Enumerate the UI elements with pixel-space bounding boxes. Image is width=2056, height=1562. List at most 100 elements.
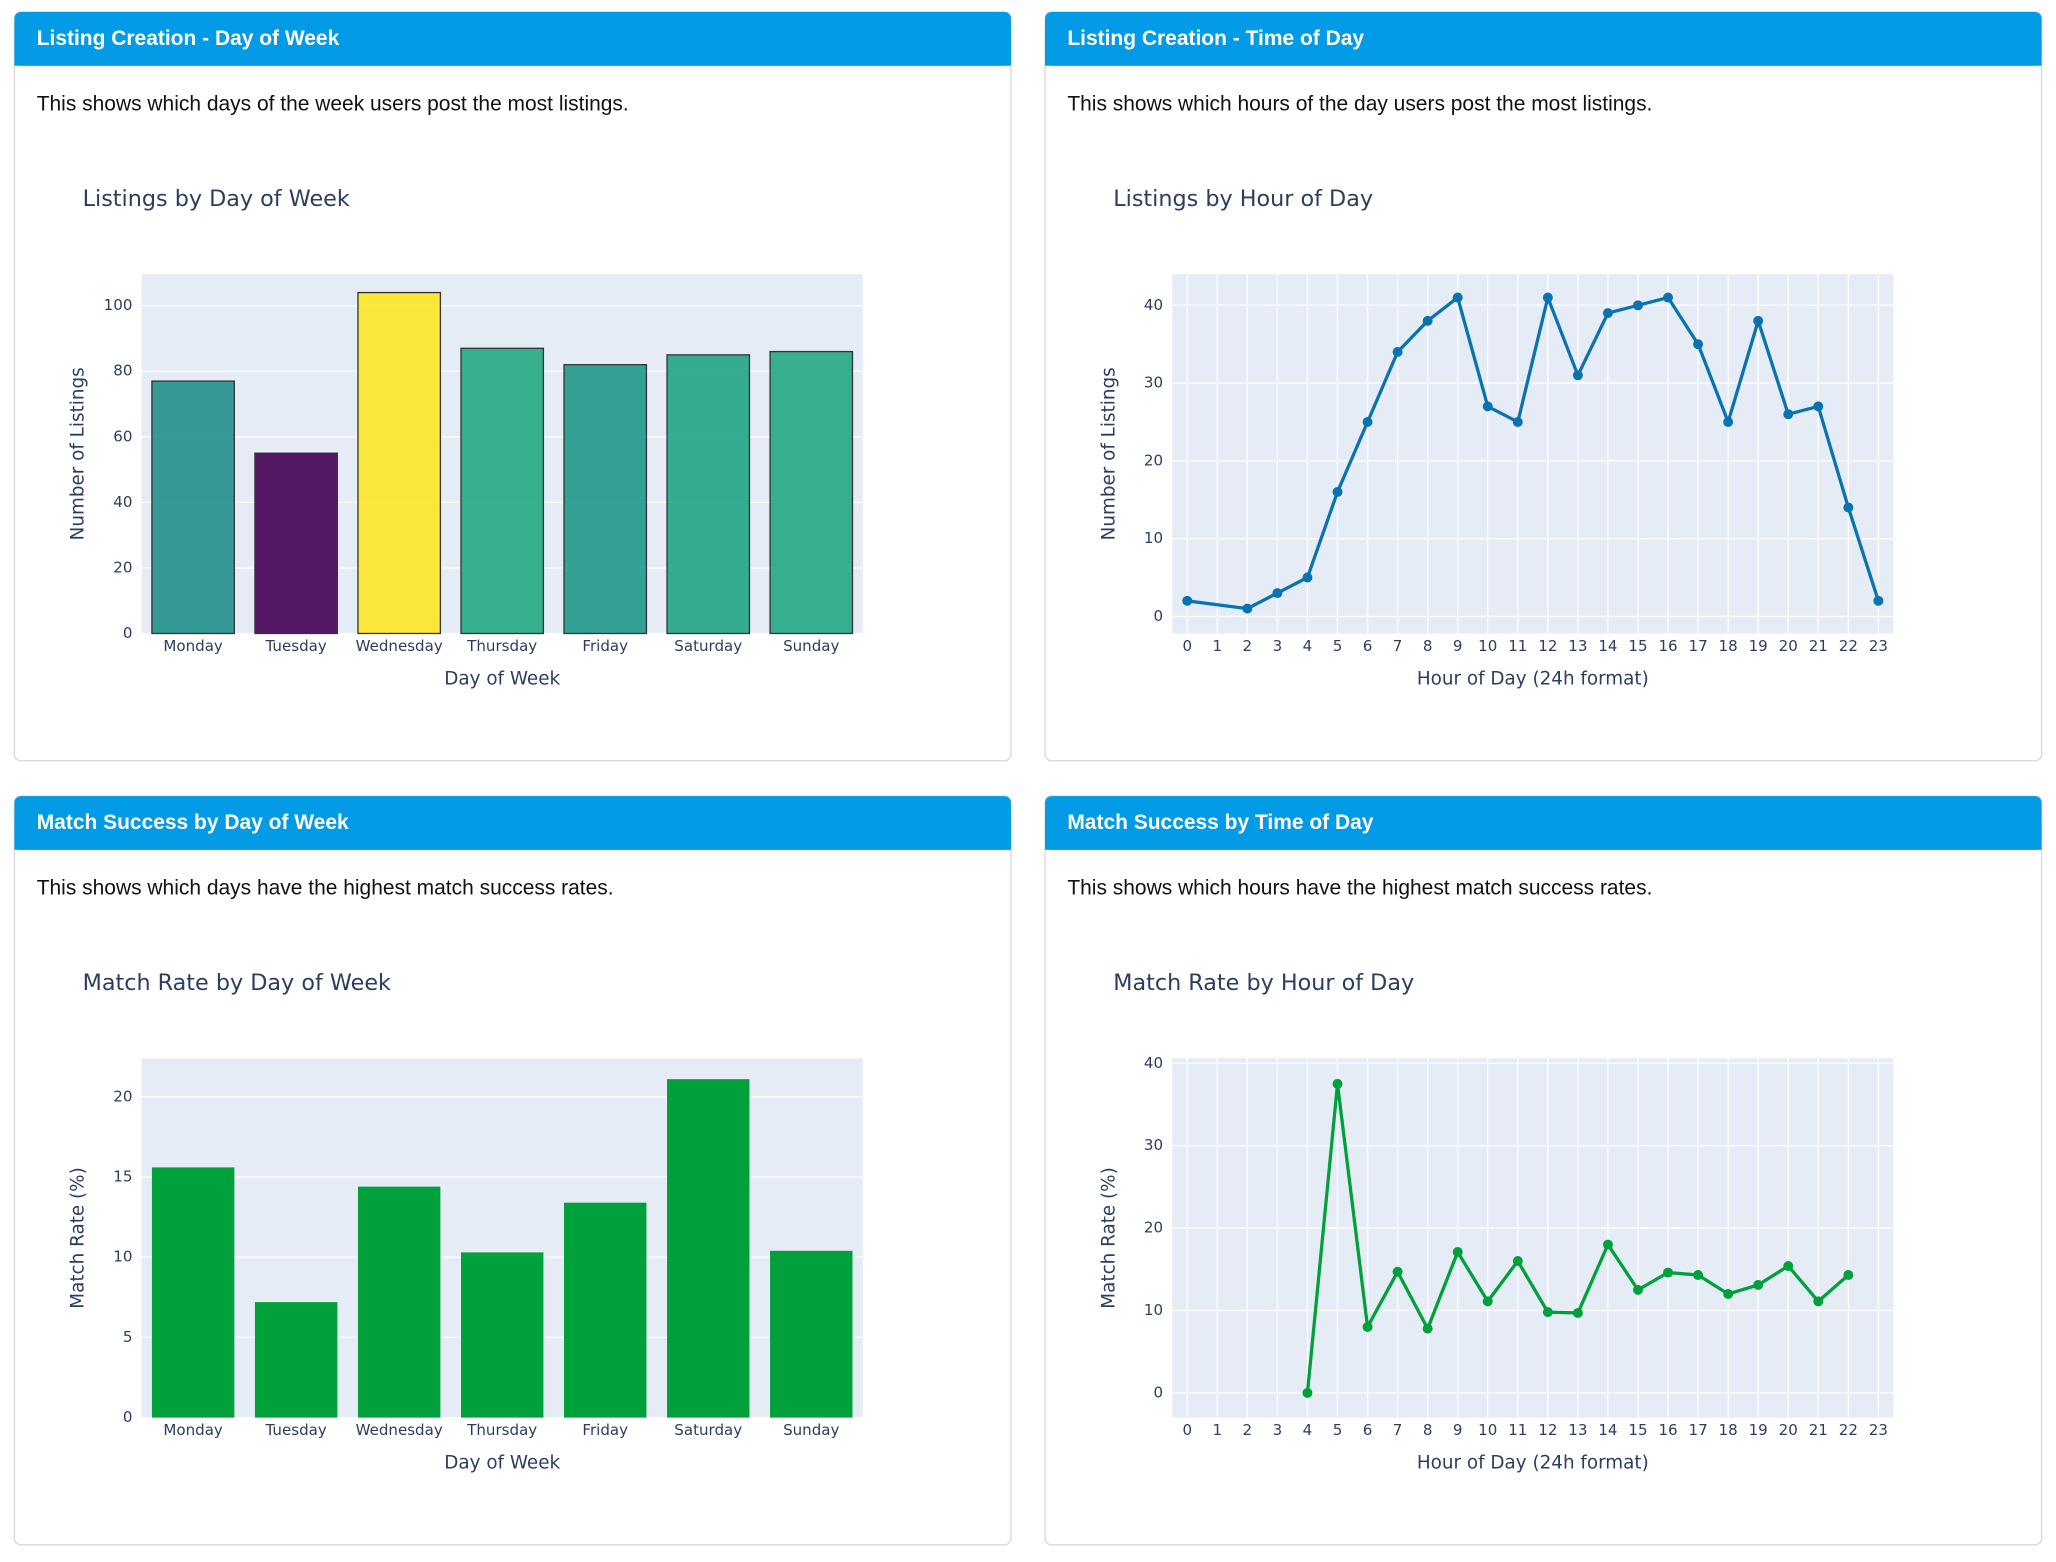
bar (357, 1186, 441, 1418)
x-tick-label: 8 (1423, 1421, 1433, 1439)
point (1302, 1387, 1313, 1398)
x-tick-label: 2 (1243, 637, 1253, 655)
panel-header: Match Success by Day of Week (37, 811, 349, 834)
x-tick-label: 5 (1333, 637, 1343, 655)
x-tick-label: 17 (1689, 637, 1708, 655)
point (1602, 1239, 1613, 1250)
x-tick-label: 9 (1453, 637, 1463, 655)
point (1362, 1321, 1373, 1332)
panel-header-bg (14, 38, 1011, 66)
point (1452, 292, 1463, 303)
point (1753, 315, 1764, 326)
x-tick-label: 10 (1478, 637, 1497, 655)
x-axis-title: Hour of Day (24h format) (1417, 1452, 1649, 1473)
y-tick-label: 80 (113, 362, 132, 380)
y-tick-label: 0 (123, 1408, 133, 1426)
point (1633, 300, 1643, 311)
bar (460, 1252, 544, 1418)
x-tick-label: 9 (1453, 1421, 1463, 1439)
point (1392, 346, 1403, 357)
point (1512, 1256, 1523, 1267)
x-tick-label: 18 (1719, 1421, 1738, 1439)
x-tick-label: 1 (1213, 1421, 1223, 1439)
x-tick-label: 23 (1869, 637, 1888, 655)
bar (564, 1202, 647, 1418)
point (1602, 308, 1613, 319)
x-tick-label: 6 (1363, 1421, 1373, 1439)
point (1452, 1246, 1463, 1257)
x-tick-label: 16 (1658, 1421, 1677, 1439)
panel-header: Listing Creation - Time of Day (1067, 27, 1364, 50)
point (1482, 401, 1493, 412)
x-tick-label: Sunday (783, 637, 839, 655)
y-axis-title: Number of Listings (68, 367, 89, 540)
point (1783, 1260, 1794, 1271)
panel-description: This shows which hours of the day users … (1067, 93, 1652, 116)
x-tick-label: Tuesday (265, 1421, 327, 1439)
chart-title: Listings by Day of Week (83, 186, 350, 212)
y-tick-label: 40 (113, 493, 132, 511)
x-tick-label: Tuesday (265, 637, 327, 655)
bar (254, 1302, 338, 1418)
bar (254, 452, 339, 635)
x-tick-label: 22 (1839, 1421, 1858, 1439)
x-tick-label: 20 (1779, 637, 1798, 655)
x-tick-label: 11 (1508, 1421, 1527, 1439)
point (1422, 1323, 1433, 1334)
x-tick-label: Monday (163, 637, 223, 655)
point (1873, 595, 1884, 606)
point (1362, 416, 1373, 427)
point (1182, 595, 1193, 606)
x-tick-label: 13 (1568, 637, 1587, 655)
y-tick-label: 20 (113, 558, 132, 576)
y-axis-title: Match Rate (%) (1098, 1167, 1119, 1308)
y-tick-label: 5 (123, 1328, 133, 1346)
point (1572, 370, 1583, 381)
x-tick-label: 13 (1568, 1421, 1587, 1439)
chart-title: Match Rate by Hour of Day (1113, 970, 1414, 996)
panel-header-bg (14, 822, 1011, 850)
point (1572, 1307, 1583, 1318)
x-tick-label: 7 (1393, 637, 1403, 655)
x-tick-label: 17 (1689, 1421, 1708, 1439)
x-tick-label: 6 (1363, 637, 1373, 655)
y-tick-label: 100 (104, 296, 133, 314)
plot-area (1172, 1058, 1894, 1418)
bar (151, 380, 235, 635)
bar (357, 291, 442, 635)
point (1813, 1296, 1824, 1307)
point (1783, 409, 1794, 420)
x-tick-label: 3 (1273, 1421, 1283, 1439)
point (1813, 401, 1824, 412)
x-tick-label: 2 (1243, 1421, 1253, 1439)
x-axis-title: Hour of Day (24h format) (1417, 668, 1649, 689)
x-tick-label: 14 (1598, 1421, 1617, 1439)
y-axis-title: Number of Listings (1098, 367, 1119, 540)
y-tick-label: 15 (113, 1168, 132, 1186)
x-tick-label: 21 (1809, 637, 1828, 655)
bar (769, 350, 854, 635)
chart-title: Listings by Hour of Day (1113, 186, 1373, 212)
x-tick-label: 22 (1839, 637, 1858, 655)
point (1332, 1078, 1343, 1089)
x-tick-label: 7 (1393, 1421, 1403, 1439)
bar (563, 364, 648, 635)
panel-header-bg (1045, 38, 2042, 66)
y-tick-label: 30 (1144, 374, 1163, 392)
point (1332, 486, 1343, 497)
x-tick-label: 18 (1719, 637, 1738, 655)
point (1512, 416, 1523, 427)
x-tick-label: Saturday (674, 1421, 742, 1439)
point (1693, 339, 1704, 350)
x-tick-label: Friday (582, 637, 628, 655)
y-tick-label: 20 (1144, 451, 1163, 469)
point (1242, 603, 1253, 614)
y-tick-label: 10 (1144, 1301, 1163, 1319)
x-tick-label: 20 (1779, 1421, 1798, 1439)
y-tick-label: 10 (1144, 529, 1163, 547)
x-tick-label: 15 (1628, 1421, 1647, 1439)
point (1542, 292, 1553, 303)
x-tick-label: Saturday (674, 637, 742, 655)
x-tick-label: 4 (1303, 637, 1313, 655)
point (1843, 1270, 1854, 1281)
